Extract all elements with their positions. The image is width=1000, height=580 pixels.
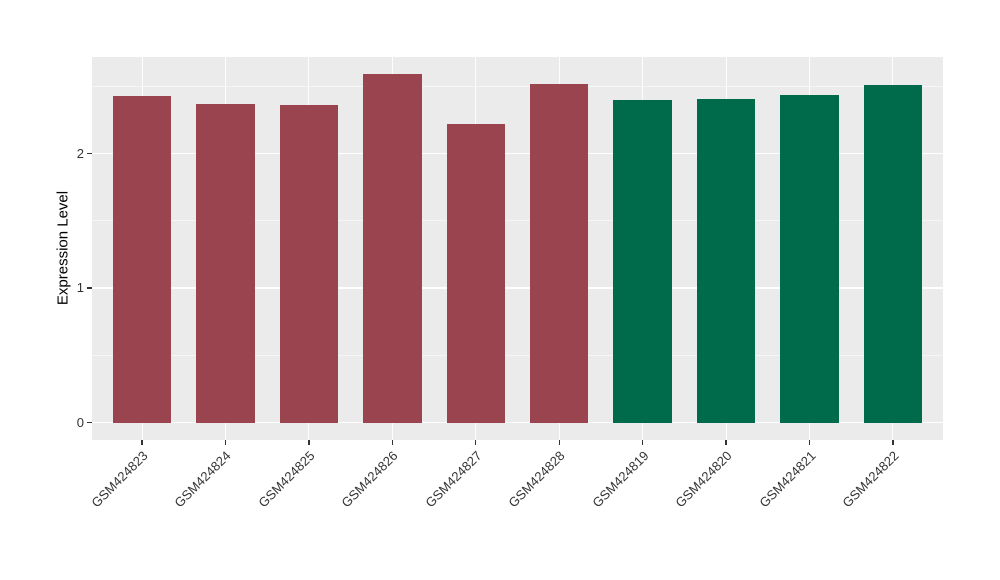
bar-GSM424819 (613, 100, 672, 423)
x-tick-mark (475, 440, 477, 445)
y-tick-mark (87, 421, 92, 424)
x-tick-mark (808, 440, 811, 445)
x-tick-mark (725, 440, 727, 445)
bar-GSM424823 (112, 95, 172, 423)
bar-GSM424820 (696, 98, 756, 423)
y-tick-mark (87, 287, 92, 289)
bar-GSM424827 (446, 124, 505, 423)
x-tick-mark (308, 440, 310, 445)
y-tick-label: 0 (76, 414, 84, 430)
h-gridline-minor (92, 354, 943, 356)
h-gridline-major (92, 287, 943, 289)
h-gridline-minor (92, 220, 943, 222)
h-gridline-minor (92, 86, 943, 88)
h-gridline-major (92, 421, 943, 424)
y-tick-label: 2 (76, 145, 84, 161)
bar-GSM424828 (530, 83, 589, 423)
bar-GSM424822 (863, 85, 923, 423)
bar-GSM424826 (363, 74, 422, 423)
bar-GSM424824 (196, 104, 255, 423)
x-tick-mark (224, 440, 227, 445)
bar-GSM424825 (279, 105, 339, 423)
x-tick-mark (892, 440, 894, 445)
bar-GSM424821 (780, 94, 839, 423)
x-tick-label-GSM424822: GSM424822 (839, 448, 902, 511)
plot-panel (92, 57, 943, 440)
y-tick-mark (87, 153, 92, 155)
h-gridline-major (92, 153, 943, 155)
y-tick-label: 1 (76, 280, 84, 296)
x-tick-mark (641, 440, 644, 445)
x-tick-mark (391, 440, 394, 445)
x-tick-mark (141, 440, 143, 445)
x-tick-mark (558, 440, 560, 445)
